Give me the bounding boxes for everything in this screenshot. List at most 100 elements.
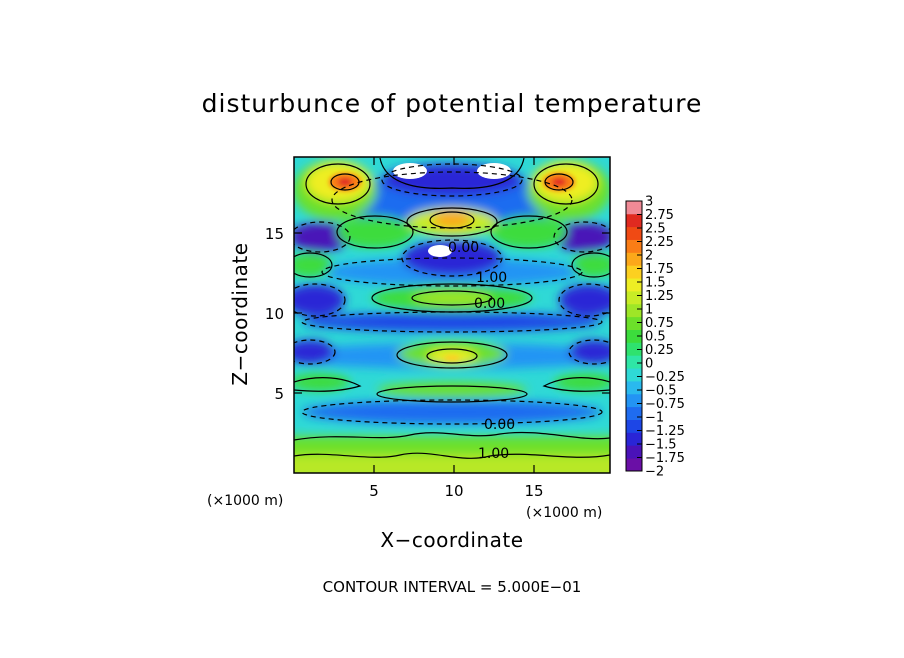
colorbar-label: 1	[645, 303, 653, 318]
contour-line	[294, 377, 362, 392]
colorbar-swatch	[626, 239, 642, 253]
colorbar-swatch	[626, 458, 642, 472]
colorbar-swatch	[626, 252, 642, 266]
colorbar-label: 0.75	[645, 316, 674, 331]
colorbar-swatch	[626, 201, 642, 215]
contour-line	[426, 348, 478, 364]
colorbar-swatch	[626, 393, 642, 408]
contour-line	[321, 257, 583, 287]
field-region	[377, 382, 527, 398]
colorbar-swatch	[626, 278, 642, 292]
y-axis: 5 10 15	[265, 225, 610, 403]
field-region	[294, 373, 350, 391]
colorbar-swatch	[626, 316, 642, 330]
field-region	[572, 253, 610, 277]
contour-line	[336, 215, 414, 249]
contour-field	[294, 157, 610, 473]
field-region	[569, 340, 610, 364]
colorbar-swatch	[626, 329, 642, 343]
x-axis-title: X−coordinate	[380, 528, 523, 552]
colorbar-label: 1.75	[645, 262, 674, 277]
colorbar-label: 2.75	[645, 208, 674, 223]
y-axis-title: Z−coordinate	[228, 242, 252, 385]
colorbar-label: 2.5	[645, 222, 666, 237]
colorbar-swatch	[626, 303, 642, 318]
x-axis-unit: (×1000 m)	[207, 493, 283, 509]
colorbar-label: −2	[645, 465, 664, 480]
colorbar-label: 1.25	[645, 289, 674, 304]
contour-line	[558, 283, 610, 317]
field-region	[393, 163, 427, 179]
field-region	[338, 178, 352, 186]
contour-label: 0.00	[448, 240, 479, 256]
contour-label: 1.00	[476, 270, 507, 286]
field-region	[559, 284, 610, 316]
field-region	[294, 222, 350, 252]
field-region	[554, 222, 610, 252]
chart-title: disturbunce of potential temperature	[202, 89, 703, 118]
y-tick-label: 10	[265, 305, 284, 323]
x-tick-label: 15	[524, 482, 543, 500]
colorbar-label: 2.25	[645, 235, 674, 250]
field-region	[432, 212, 472, 228]
field-region	[491, 216, 567, 248]
colorbar-swatch	[626, 226, 642, 240]
contour-line	[568, 339, 610, 365]
contour-line	[411, 290, 493, 306]
x-axis: 5 10 15	[369, 157, 544, 500]
contour-line	[542, 377, 610, 392]
contour-line	[294, 252, 333, 278]
colorbar-swatch	[626, 213, 642, 228]
contour-line	[379, 157, 525, 189]
x-tick-label: 5	[369, 482, 379, 500]
contour-line	[571, 252, 610, 278]
contour-labels: 0.00 1.00 0.00 0.00 1.00	[448, 240, 515, 462]
z-axis-unit: (×1000 m)	[526, 505, 602, 521]
contour-line	[294, 283, 346, 317]
field-region	[428, 245, 452, 257]
colorbar-label: −1	[645, 411, 664, 426]
contour-line	[381, 163, 523, 197]
contour-line	[376, 385, 528, 403]
contour-line	[331, 171, 573, 229]
colorbar-label: 1.5	[645, 276, 666, 291]
field-region	[302, 312, 602, 332]
colorbar-label: 0.25	[645, 343, 674, 358]
contour-line	[406, 207, 498, 237]
contour-line	[294, 221, 351, 253]
contour-line	[301, 399, 603, 425]
colorbar-swatch	[626, 265, 642, 279]
colorbar: 32.752.52.2521.751.51.2510.750.50.250−0.…	[625, 195, 685, 480]
contour-line	[294, 452, 610, 459]
colorbar-swatch	[626, 342, 642, 356]
colorbar-swatch	[626, 419, 642, 433]
field-region	[302, 400, 602, 424]
colorbar-label: −0.5	[645, 384, 677, 399]
contour-line	[490, 215, 568, 249]
contour-line	[533, 163, 599, 205]
y-tick-label: 15	[265, 225, 284, 243]
contour-interval-text: CONTOUR INTERVAL = 5.000E−01	[323, 578, 582, 596]
field-region	[552, 178, 566, 186]
contour-line	[544, 173, 574, 191]
field-region	[444, 355, 460, 361]
colorbar-label: −1.75	[645, 451, 685, 466]
contour-line	[301, 311, 603, 333]
colorbar-swatch	[626, 355, 642, 369]
contour-line	[305, 163, 371, 205]
contour-label: 0.00	[484, 417, 515, 433]
colorbar-swatch	[626, 445, 642, 459]
contour-line	[396, 341, 508, 369]
y-tick-label: 5	[274, 385, 284, 403]
colorbar-label: −0.75	[645, 397, 685, 412]
contour-line	[294, 339, 336, 365]
colorbar-label: 3	[645, 195, 653, 210]
colorbar-swatch	[626, 432, 642, 446]
contour-line	[401, 239, 503, 277]
colorbar-swatch	[626, 381, 642, 395]
field-region	[337, 216, 413, 248]
field-region	[294, 340, 335, 364]
field-region	[294, 284, 345, 316]
